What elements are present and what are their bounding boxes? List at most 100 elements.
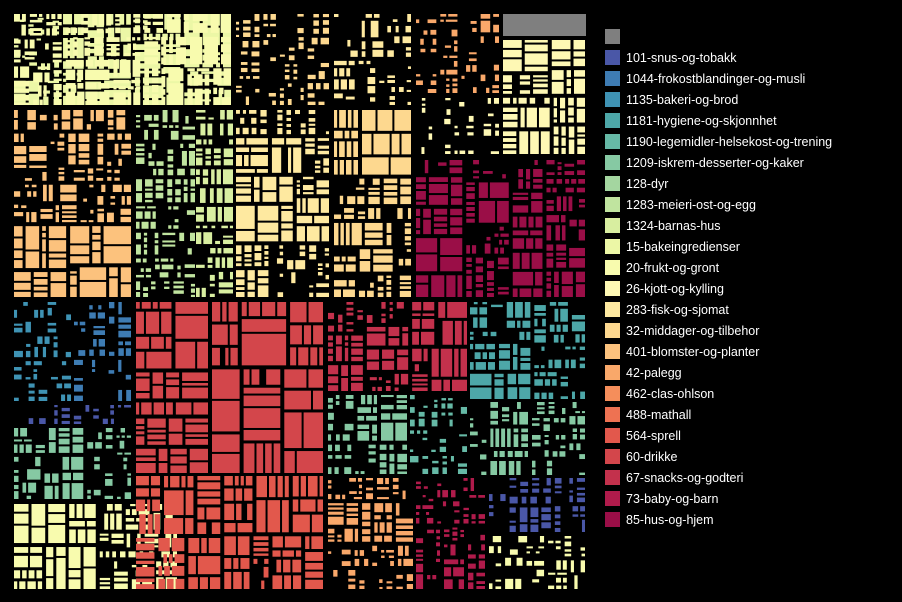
treemap-cell (251, 369, 260, 385)
treemap-cell (78, 350, 86, 356)
treemap-cell (144, 21, 151, 26)
treemap-cell (277, 123, 283, 127)
treemap-cell (28, 570, 35, 579)
treemap-cell (164, 518, 184, 535)
treemap-cell (560, 110, 566, 123)
treemap-cell (367, 395, 372, 405)
treemap-cell (328, 404, 333, 409)
treemap-cell (125, 524, 139, 530)
treemap-cell (218, 289, 233, 294)
treemap-cell (566, 88, 571, 94)
treemap-cell (386, 549, 394, 553)
treemap-cell (572, 506, 579, 512)
treemap-cell (554, 514, 561, 519)
treemap-cell (116, 513, 122, 530)
treemap-cell (431, 275, 445, 297)
treemap-cell (107, 110, 114, 118)
treemap-cell (143, 249, 148, 255)
treemap-cell (440, 238, 463, 256)
legend-swatch (605, 197, 620, 212)
treemap-cell (320, 62, 329, 68)
treemap-cell (272, 100, 276, 105)
treemap-cell (170, 476, 180, 488)
treemap-cell (116, 435, 120, 438)
treemap-cell (55, 205, 59, 211)
treemap-cell (136, 448, 156, 456)
treemap-cell (345, 159, 352, 175)
treemap-cell (136, 538, 155, 542)
treemap-cell (123, 44, 131, 57)
treemap-cell (507, 451, 513, 458)
treemap-cell (334, 256, 340, 262)
treemap-cell (548, 359, 553, 369)
treemap-cell (318, 71, 325, 80)
treemap-cell (161, 96, 166, 105)
treemap-cell (512, 252, 520, 269)
treemap-cell (368, 451, 376, 455)
treemap-cell (144, 28, 151, 33)
legend-item: 26-kjott-og-kylling (605, 278, 895, 299)
treemap-cell (152, 499, 161, 512)
treemap-cell (221, 54, 231, 65)
treemap-cell (185, 490, 194, 516)
treemap-cell (123, 184, 131, 193)
legend-label: 564-sprell (626, 428, 681, 443)
legend-swatch (605, 239, 620, 254)
legend-label: 85-hus-og-hjem (626, 512, 714, 527)
treemap-cell (530, 131, 539, 154)
treemap-cell (187, 88, 193, 105)
treemap-cell (151, 94, 159, 105)
treemap-cell (46, 14, 50, 20)
treemap-cell (121, 435, 125, 438)
treemap-cell (377, 386, 382, 391)
treemap-cell (460, 529, 465, 533)
treemap-cell (427, 19, 437, 24)
treemap-cell (135, 86, 141, 90)
treemap-cell (454, 46, 458, 52)
treemap-cell (111, 533, 124, 538)
treemap-cell (396, 302, 404, 309)
treemap-cell (318, 101, 325, 105)
treemap-cell (145, 268, 152, 272)
treemap-cell (14, 504, 29, 512)
treemap-cell (513, 411, 518, 425)
treemap-cell (107, 127, 114, 130)
legend-swatch (605, 134, 620, 149)
treemap-cell (99, 537, 109, 541)
treemap-cell (443, 379, 450, 391)
treemap-cell (29, 555, 43, 568)
treemap-cell (580, 514, 585, 517)
treemap-cell (581, 519, 585, 532)
treemap-cell (240, 67, 248, 73)
treemap-cell (428, 498, 434, 502)
treemap-cell (223, 248, 233, 254)
treemap-cell (55, 212, 59, 223)
treemap-cell (553, 418, 559, 423)
treemap-cell (39, 418, 46, 424)
treemap-cell (152, 14, 164, 19)
treemap-cell (136, 543, 155, 551)
treemap-cell (546, 290, 552, 297)
treemap-cell (535, 216, 543, 228)
treemap-cell (14, 291, 31, 297)
treemap-cell (463, 478, 468, 481)
treemap-cell (167, 578, 174, 589)
treemap-cell (74, 321, 78, 326)
treemap-cell (254, 245, 262, 252)
treemap-cell (288, 47, 295, 51)
treemap-cell (133, 14, 141, 18)
treemap-cell (394, 387, 399, 391)
treemap-cell (454, 510, 460, 513)
treemap-cell (476, 581, 485, 585)
treemap-cell (346, 141, 352, 157)
treemap-cell (94, 464, 100, 470)
treemap-cell (512, 192, 529, 195)
treemap-cell (342, 434, 350, 441)
treemap-cell (299, 251, 306, 257)
treemap-cell (174, 554, 185, 563)
treemap-cell (87, 529, 96, 544)
treemap-cell (29, 32, 43, 36)
treemap-cell (24, 439, 32, 442)
treemap-cell (29, 154, 47, 161)
treemap-cell (208, 139, 213, 145)
